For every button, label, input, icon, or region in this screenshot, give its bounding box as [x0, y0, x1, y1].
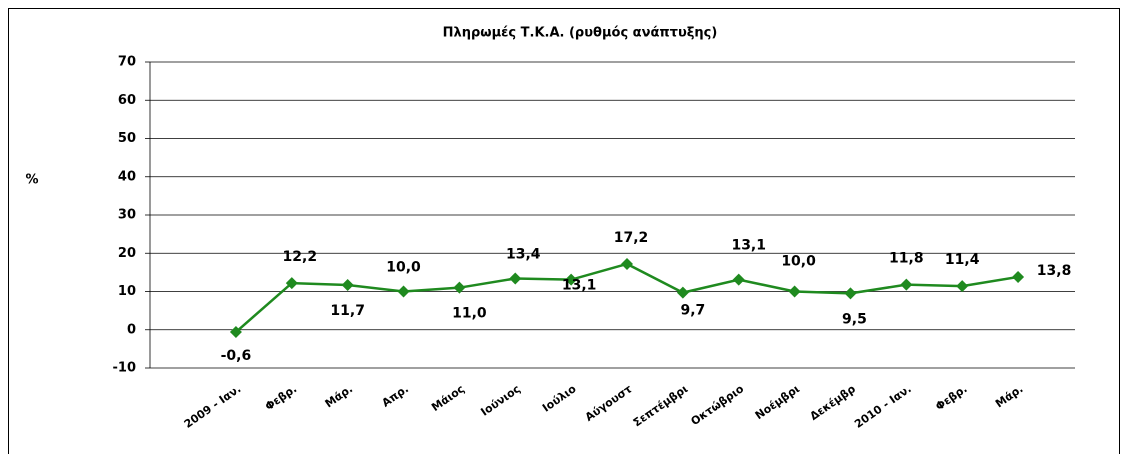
marker: [397, 285, 410, 298]
data-label: 10,0: [386, 260, 421, 276]
y-tick-label: -10: [113, 361, 137, 376]
data-label: -0,6: [221, 348, 252, 364]
y-tick-label: 50: [118, 131, 136, 146]
marker: [1012, 270, 1025, 283]
data-label: 11,7: [330, 303, 365, 319]
marker: [788, 285, 801, 298]
marker: [565, 273, 578, 286]
data-label: 13,4: [506, 246, 541, 262]
data-label: 11,0: [452, 306, 487, 322]
data-label: 17,2: [614, 230, 649, 246]
y-axis-label: %: [25, 173, 38, 188]
data-label: 12,2: [283, 249, 318, 265]
data-label: 11,8: [889, 251, 924, 267]
marker: [844, 287, 857, 300]
data-label: 9,5: [842, 311, 867, 327]
marker: [453, 281, 466, 294]
chart-title: Πληρωμές Τ.Κ.Α. (ρυθμός ανάπτυξης): [443, 26, 718, 41]
y-tick-label: 30: [118, 208, 136, 223]
y-tick-label: 60: [118, 93, 136, 108]
chart-border: [8, 8, 1120, 454]
marker: [509, 272, 522, 285]
marker: [956, 280, 969, 293]
marker: [676, 286, 689, 299]
data-label: 11,4: [945, 252, 980, 268]
data-label: 13,1: [731, 238, 766, 254]
marker: [229, 326, 242, 339]
data-label: 13,8: [1037, 263, 1072, 279]
marker: [732, 273, 745, 286]
y-tick-label: 40: [118, 169, 136, 184]
data-label: 9,7: [680, 303, 705, 319]
data-label: 13,1: [562, 278, 597, 294]
y-tick-label: 10: [118, 284, 136, 299]
y-tick-label: 70: [118, 55, 136, 70]
marker: [621, 257, 633, 270]
marker: [900, 278, 913, 291]
data-label: 10,0: [781, 254, 816, 270]
y-tick-label: 20: [118, 246, 136, 261]
marker: [285, 277, 298, 290]
marker: [341, 278, 354, 291]
y-tick-label: 0: [127, 322, 136, 337]
